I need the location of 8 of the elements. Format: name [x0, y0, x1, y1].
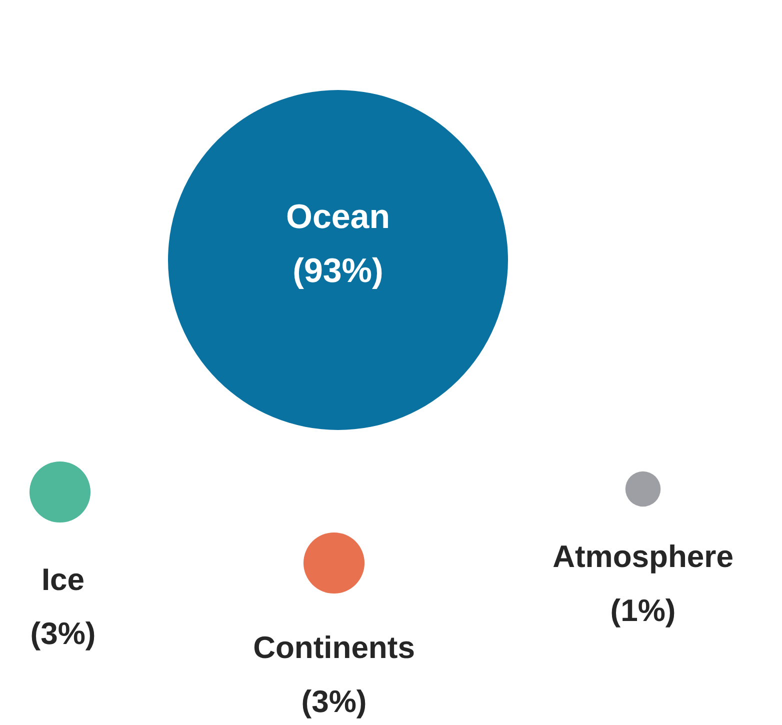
category-label: Ocean: [286, 198, 390, 236]
data-label: (3%): [301, 684, 367, 719]
category-label: Continents: [253, 630, 415, 665]
category-label: Atmosphere: [552, 539, 734, 574]
data-label: (3%): [30, 616, 96, 651]
category-label: Ice: [41, 562, 85, 597]
data-label: (93%): [292, 252, 384, 290]
data-label: (1%): [610, 593, 676, 628]
